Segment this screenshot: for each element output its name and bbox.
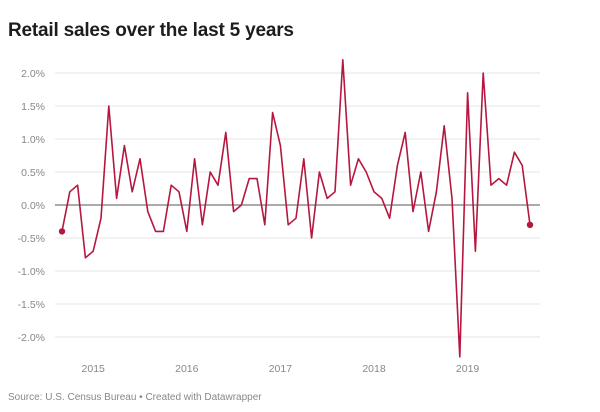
y-tick-label: -1.0% — [18, 266, 45, 278]
x-tick-label: 2017 — [269, 363, 293, 375]
y-tick-label: 0.0% — [21, 200, 45, 212]
y-tick-label: 1.0% — [21, 134, 45, 146]
x-tick-label: 2019 — [456, 363, 480, 375]
x-tick-label: 2018 — [362, 363, 386, 375]
x-tick-label: 2016 — [175, 363, 199, 375]
series-line — [61, 58, 531, 358]
y-tick-label: 0.5% — [21, 167, 45, 179]
y-tick-label: -0.5% — [18, 233, 45, 245]
y-tick-label: -2.0% — [18, 332, 45, 344]
y-tick-label: 2.0% — [21, 68, 45, 80]
y-tick-label: -1.5% — [18, 299, 45, 311]
y-tick-label: 1.5% — [21, 101, 45, 113]
endpoint-marker — [58, 228, 66, 235]
source-note: Source: U.S. Census Bureau • Created wit… — [8, 392, 262, 403]
chart-title: Retail sales over the last 5 years — [8, 20, 294, 41]
endpoint-marker — [526, 221, 534, 228]
x-tick-label: 2015 — [82, 363, 106, 375]
